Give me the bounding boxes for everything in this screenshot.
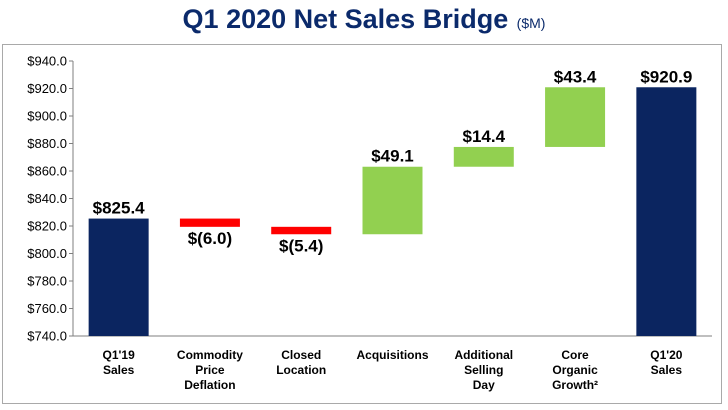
x-category-label-line: Day (473, 378, 495, 392)
chart-title-unit: ($M) (516, 15, 546, 31)
x-category-label: Core Organic Growth² (552, 348, 598, 392)
bar-increase (362, 166, 423, 235)
x-category-label-line: Q1'20 (650, 348, 683, 362)
y-tick-label: $900.0 (27, 109, 67, 124)
data-label: $825.4 (93, 199, 146, 218)
y-tick-label: $940.0 (27, 54, 67, 69)
x-category-label-line: Acquisitions (356, 348, 428, 362)
x-category-label-line: Core (561, 348, 589, 362)
x-category-label: Additional Selling Day (454, 348, 513, 392)
x-category-label-line: Growth² (552, 378, 598, 392)
y-tick-label: $800.0 (27, 246, 67, 261)
x-category-label-line: Commodity (177, 348, 243, 362)
y-tick-label: $820.0 (27, 219, 67, 234)
data-label: $920.9 (640, 67, 692, 86)
y-tick-label: $760.0 (27, 301, 67, 316)
bar-decrease (271, 226, 332, 235)
y-tick-label: $780.0 (27, 274, 67, 289)
x-category-label: Commodity Price Deflation (177, 348, 243, 392)
chart-frame (2, 44, 722, 404)
x-category-label-line: Sales (103, 363, 135, 377)
bar-total (88, 218, 149, 336)
y-tick-label: $920.0 (27, 81, 67, 96)
chart-title: Q1 2020 Net Sales Bridge ($M) (0, 4, 728, 35)
x-category-label-line: Price (195, 363, 225, 377)
x-category-label-line: Q1'19 (103, 348, 136, 362)
x-category-label-line: Organic (552, 363, 598, 377)
y-tick-label: $740.0 (27, 329, 67, 344)
data-label: $49.1 (371, 147, 414, 166)
x-category-label-line: Additional (454, 348, 513, 362)
x-category-label-line: Selling (464, 363, 503, 377)
x-category-label-line: Closed (281, 348, 321, 362)
x-category-label: Q1'20 Sales (650, 348, 683, 377)
bar-total (636, 87, 697, 336)
x-category-label: Closed Location (276, 348, 326, 377)
bar-increase (545, 87, 606, 147)
x-category-label-line: Deflation (184, 378, 235, 392)
y-tick-label: $860.0 (27, 164, 67, 179)
data-label: $43.4 (554, 67, 597, 86)
data-label: $(5.4) (279, 236, 323, 255)
bar-increase (453, 146, 514, 167)
x-category-label: Q1'19 Sales (103, 348, 136, 377)
x-category-label-line: Sales (651, 363, 683, 377)
data-label: $(6.0) (188, 229, 232, 248)
y-tick-label: $840.0 (27, 191, 67, 206)
x-category-label: Acquisitions (356, 348, 428, 362)
y-tick-label: $880.0 (27, 136, 67, 151)
chart-title-text: Q1 2020 Net Sales Bridge (182, 4, 509, 34)
bar-decrease (179, 218, 240, 227)
x-category-label-line: Location (276, 363, 326, 377)
data-label: $14.4 (463, 127, 506, 146)
